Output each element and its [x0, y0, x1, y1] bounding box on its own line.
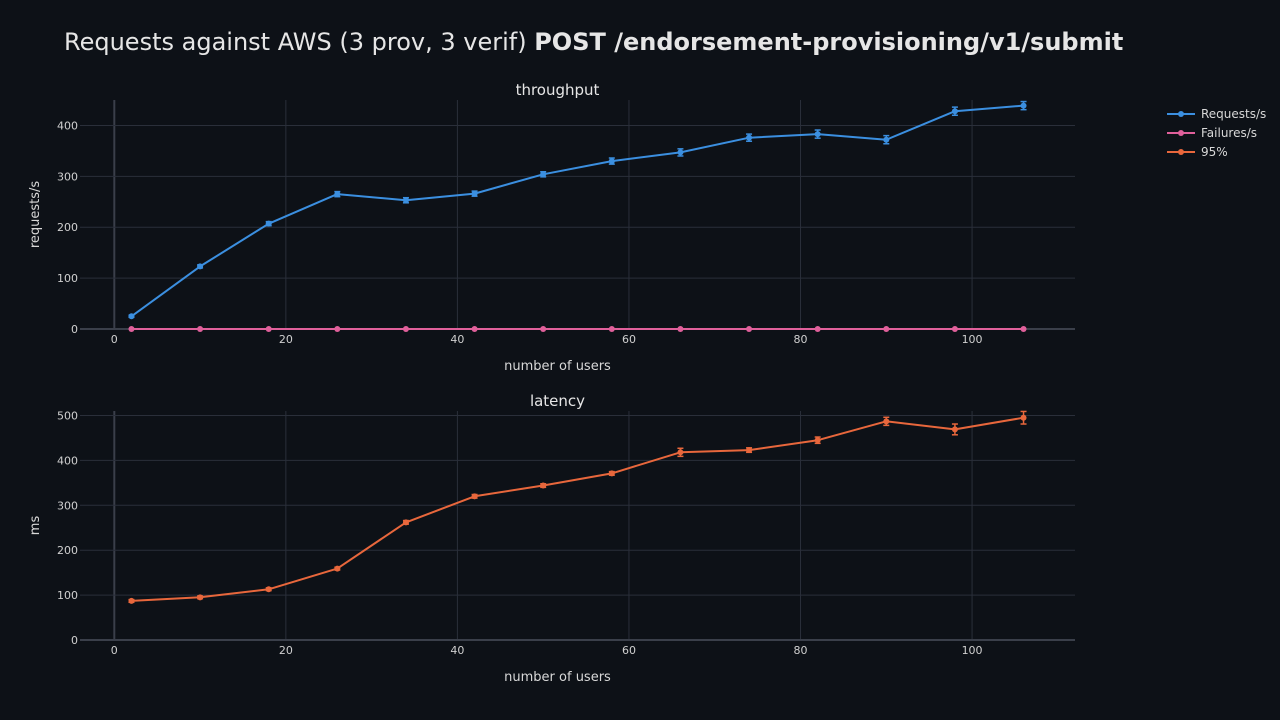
- data-point-95%: [608, 470, 615, 477]
- series-Requests/s: [128, 100, 1027, 320]
- series-line-Requests/s: [130, 104, 1024, 318]
- data-point-95%: [128, 597, 135, 604]
- data-point-Requests/s: [1020, 102, 1027, 109]
- latency-xtick-label-0: 0: [111, 644, 118, 657]
- data-point-95%: [334, 565, 341, 572]
- latency-panel: 0 20 40 60 80 100 0 100 200 300 400 500 latency numbe…: [28, 392, 1075, 685]
- chart-title-prefix: Requests against AWS (3 prov, 3 verif): [64, 28, 534, 56]
- latency-subtitle: latency: [530, 392, 585, 410]
- data-point-95%: [402, 519, 409, 526]
- data-point-Failures/s: [1020, 326, 1027, 332]
- data-point-95%: [951, 426, 958, 433]
- data-point-Failures/s: [265, 326, 272, 332]
- legend-label: Failures/s: [1201, 126, 1257, 140]
- legend-item-Failures/s[interactable]: Failures/s: [1167, 126, 1257, 140]
- latency-ytick-label-0: 0: [71, 634, 78, 647]
- legend[interactable]: Requests/s Failures/s 95%: [1167, 107, 1266, 159]
- data-point-95%: [197, 594, 204, 601]
- data-point-Failures/s: [677, 326, 684, 332]
- chart-panels: 0 20 40 60 80 1000100200300400throughputnumbe…: [28, 81, 1075, 685]
- throughput-ytick-label-300: 300: [57, 170, 78, 183]
- throughput-ytick-label-100: 100: [57, 272, 78, 285]
- latency-xtick-label-100: 100: [962, 644, 983, 657]
- throughput-xtick-label-20: 20: [279, 333, 293, 346]
- data-point-95%: [265, 586, 272, 593]
- data-point-Failures/s: [471, 326, 478, 332]
- latency-ytick-label-500: 500: [57, 409, 78, 422]
- data-point-95%: [1020, 414, 1027, 421]
- data-point-Failures/s: [334, 326, 341, 332]
- data-point-Failures/s: [608, 326, 615, 332]
- latency-y-axis-title: ms: [28, 516, 43, 536]
- throughput-xtick-label-100: 100: [962, 333, 983, 346]
- data-point-Requests/s: [883, 136, 890, 143]
- throughput-xtick-label-0: 0: [111, 333, 118, 346]
- throughput-subtitle: throughput: [516, 81, 600, 99]
- legend-item-95%[interactable]: 95%: [1167, 145, 1228, 159]
- data-point-Failures/s: [197, 326, 204, 332]
- series-line-95%: [131, 416, 1024, 602]
- data-point-Requests/s: [746, 134, 753, 141]
- latency-xtick-label-80: 80: [794, 644, 808, 657]
- throughput-xtick-label-40: 40: [450, 333, 464, 346]
- legend-label: 95%: [1201, 145, 1228, 159]
- data-point-Requests/s: [334, 191, 341, 198]
- throughput-panel: 0 20 40 60 80 100 0 100 200 300 400 throughput numbe…: [28, 81, 1075, 374]
- data-point-Failures/s: [951, 326, 958, 332]
- latency-ytick-label-200: 200: [57, 544, 78, 557]
- data-point-95%: [883, 418, 890, 425]
- data-point-Failures/s: [402, 326, 409, 332]
- throughput-ytick-label-400: 400: [57, 119, 78, 132]
- latency-xtick-label-60: 60: [622, 644, 636, 657]
- data-point-Failures/s: [746, 326, 753, 332]
- latency-xtick-label-20: 20: [279, 644, 293, 657]
- data-point-Failures/s: [814, 326, 821, 332]
- data-point-Failures/s: [540, 326, 547, 332]
- legend-swatch-marker: [1178, 111, 1184, 117]
- data-point-Requests/s: [265, 220, 272, 227]
- throughput-ytick-label-200: 200: [57, 221, 78, 234]
- data-point-Requests/s: [540, 171, 547, 178]
- data-point-Failures/s: [883, 326, 890, 332]
- throughput-x-axis-title: number of users: [504, 359, 611, 374]
- chart-title-endpoint: POST /endorsement-provisioning/v1/submit: [534, 28, 1123, 56]
- throughput-y-axis-title: requests/s: [28, 181, 43, 249]
- legend-swatch-marker: [1178, 149, 1184, 155]
- latency-x-axis-title: number of users: [504, 670, 611, 685]
- data-point-Requests/s: [951, 108, 958, 115]
- data-point-Requests/s: [814, 131, 821, 138]
- data-point-Failures/s: [128, 326, 135, 332]
- data-point-95%: [677, 449, 684, 456]
- legend-label: Requests/s: [1201, 107, 1266, 121]
- data-point-Requests/s: [402, 197, 409, 204]
- chart-title: Requests against AWS (3 prov, 3 verif) P…: [64, 28, 1123, 56]
- latency-xtick-label-40: 40: [450, 644, 464, 657]
- data-point-Requests/s: [677, 149, 684, 156]
- latency-ytick-label-300: 300: [57, 499, 78, 512]
- data-point-95%: [814, 437, 821, 444]
- series-95%: [128, 410, 1027, 604]
- legend-swatch-marker: [1178, 130, 1184, 136]
- data-point-Requests/s: [128, 313, 135, 320]
- throughput-xtick-label-60: 60: [622, 333, 636, 346]
- series-Failures/s: [128, 326, 1027, 332]
- data-point-Requests/s: [197, 263, 204, 270]
- data-point-Requests/s: [608, 158, 615, 165]
- throughput-xtick-label-80: 80: [794, 333, 808, 346]
- data-point-95%: [746, 447, 753, 454]
- throughput-ytick-label-0: 0: [71, 323, 78, 336]
- data-point-Requests/s: [471, 190, 478, 197]
- latency-ytick-label-400: 400: [57, 454, 78, 467]
- data-point-95%: [471, 493, 478, 500]
- data-point-95%: [540, 482, 547, 489]
- latency-ytick-label-100: 100: [57, 589, 78, 602]
- legend-item-Requests/s[interactable]: Requests/s: [1167, 107, 1266, 121]
